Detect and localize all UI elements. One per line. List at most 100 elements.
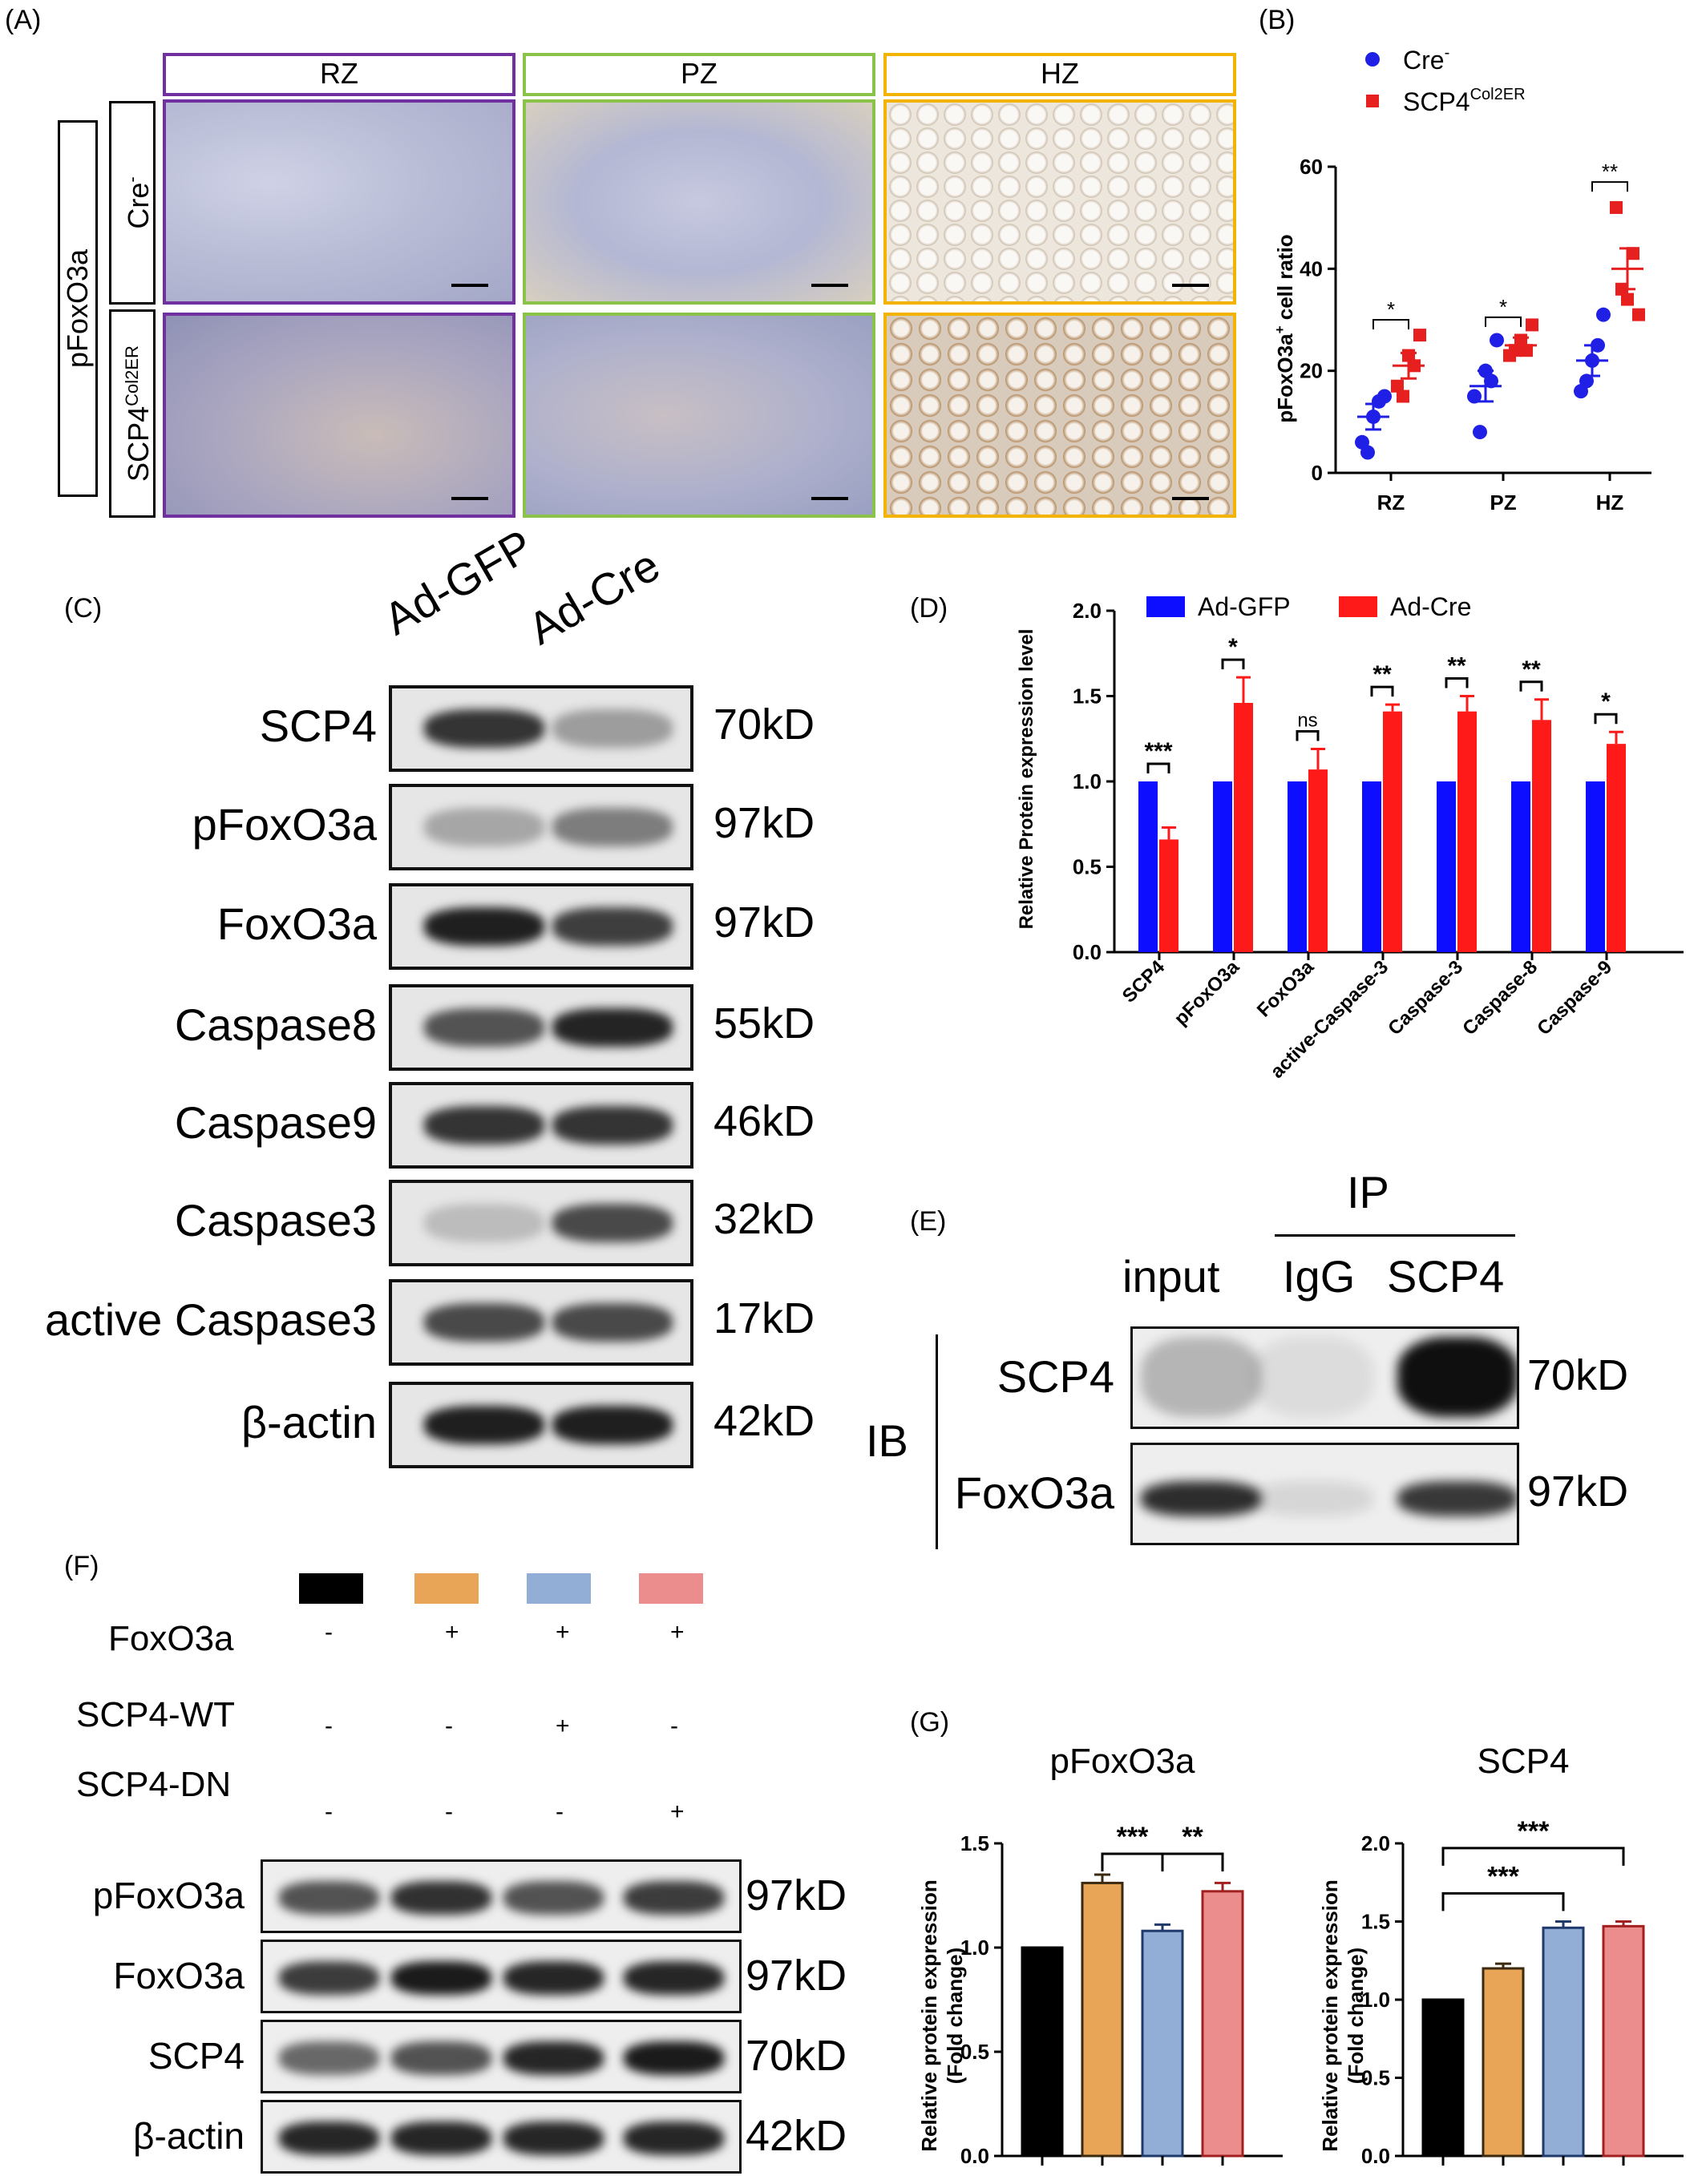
- row-scp4-box: [109, 309, 156, 518]
- blot-c-label: pFoxO3a: [192, 799, 377, 850]
- d-ytick-label: 2.0: [1073, 599, 1102, 623]
- chart-d: Ad-GFP Ad-Cre Relative Protein expressio…: [1016, 592, 1684, 1083]
- blot-c-kd: 55kD: [714, 999, 815, 1048]
- panel-b-label: (B): [1259, 5, 1296, 35]
- micrograph-hz-cre: [883, 99, 1236, 305]
- d-sig-label: ***: [1144, 738, 1172, 765]
- band: [503, 1961, 604, 1995]
- b-sig-bracket: [1372, 319, 1409, 329]
- g-ytick-label: 0.5: [1361, 2066, 1390, 2090]
- blot-f-foxo3a: [261, 1940, 742, 2013]
- d-bar-ad-cre: [1607, 744, 1626, 952]
- legend-ad-cre-marker: [1339, 596, 1377, 617]
- d-xtick-label: Caspase-3: [1384, 956, 1467, 1040]
- g-sig-label: ***: [1487, 1861, 1519, 1891]
- lane-color-swatch: [299, 1573, 363, 1604]
- d-bar-ad-cre: [1308, 769, 1328, 952]
- blot-c-pfoxo3a: [389, 784, 693, 870]
- d-sig-label: *: [1601, 688, 1611, 715]
- b-point-cre: [1360, 445, 1375, 460]
- blot-e-label: SCP4: [997, 1351, 1114, 1402]
- blot-c-label: Caspase8: [174, 999, 377, 1050]
- micrograph-pz-scp4: [523, 313, 875, 518]
- band: [391, 1961, 491, 1995]
- band: [424, 1008, 544, 1047]
- d-ytick-label: 1.0: [1073, 769, 1102, 793]
- band: [424, 709, 544, 748]
- band: [424, 1106, 544, 1144]
- row-scp4-text: SCP4: [122, 406, 155, 482]
- b-point-scp4: [1621, 293, 1634, 306]
- b-sig-label: **: [1602, 159, 1618, 184]
- g-sig-bracket: [1441, 1891, 1565, 1912]
- blot-f-actin: [261, 2100, 742, 2174]
- zone-header-rz: RZ: [163, 53, 515, 96]
- sign-cell: -: [670, 1713, 678, 1739]
- b-point-scp4: [1632, 308, 1645, 321]
- ip-label: IP: [1347, 1167, 1389, 1217]
- lane-color-swatch: [639, 1573, 703, 1604]
- micrograph-pz-cre: [523, 99, 875, 305]
- micrograph-rz-scp4: [163, 313, 515, 518]
- g-ytick-label: 1.5: [1361, 1910, 1390, 1934]
- band: [624, 1961, 724, 1995]
- lane-color-swatch: [414, 1573, 479, 1604]
- band: [424, 1303, 544, 1342]
- d-ytick-label: 1.5: [1073, 684, 1102, 708]
- b-point-scp4: [1391, 379, 1404, 393]
- b-ytick-label: 40: [1300, 256, 1323, 281]
- band: [1253, 1337, 1373, 1417]
- band: [552, 907, 673, 946]
- blot-c-kd: 97kD: [714, 799, 815, 847]
- blot-f-label: SCP4: [148, 2035, 245, 2077]
- d-xtick-label: Caspase-9: [1533, 956, 1616, 1040]
- b-xtick-label: RZ: [1377, 490, 1405, 515]
- g-bar: [1421, 1998, 1465, 2158]
- b-sig-bracket: [1485, 316, 1522, 327]
- d-ytick-label: 0.5: [1073, 855, 1102, 879]
- row-scp4-label: SCP4Col2ER: [112, 309, 155, 518]
- d-sig-label: ns: [1297, 710, 1317, 732]
- sign-cell: -: [325, 1798, 333, 1825]
- d-bar-ad-cre: [1159, 839, 1178, 952]
- d-bar-ad-gfp: [1511, 781, 1530, 952]
- blot-c-kd: 17kD: [714, 1294, 815, 1342]
- band: [552, 709, 673, 748]
- g-chart-title: pFoxO3a: [1050, 1742, 1196, 1781]
- blot-e-kd: 70kD: [1527, 1351, 1629, 1399]
- e-lane-input: input: [1122, 1251, 1220, 1302]
- panel-g-label: (G): [910, 1707, 950, 1738]
- b-point-cre: [1473, 425, 1487, 440]
- blot-c-label: β-actin: [241, 1397, 377, 1447]
- d-sig-bracket: [1594, 713, 1618, 725]
- micrograph-hz-scp4: [883, 313, 1236, 518]
- scale-bar: [451, 284, 488, 287]
- row-cre-text: Cre: [122, 182, 155, 229]
- ip-line: [1275, 1234, 1515, 1237]
- blot-f-scp4: [261, 2020, 742, 2093]
- b-ytick-label: 20: [1300, 359, 1323, 383]
- g-bar: [1081, 1881, 1124, 2158]
- blot-c-label: Caspase3: [174, 1195, 377, 1245]
- blot-f-label: pFoxO3a: [92, 1875, 245, 1916]
- d-xtick-label: Caspase-8: [1458, 956, 1542, 1040]
- blot-c-label: active Caspase3: [44, 1294, 377, 1345]
- band: [424, 1204, 544, 1242]
- sign-cell: +: [556, 1713, 570, 1739]
- g-ytick-label: 0.0: [960, 2144, 989, 2168]
- d-sig-bracket: [1296, 730, 1320, 741]
- blot-e-foxo3a: [1130, 1443, 1519, 1545]
- g-sig-label: **: [1182, 1822, 1203, 1852]
- blot-c-kd: 70kD: [714, 700, 815, 749]
- blot-e-scp4: [1130, 1326, 1519, 1429]
- micrograph-rz-cre: [163, 99, 515, 305]
- d-sig-bracket: [1370, 685, 1394, 697]
- zone-header-hz: HZ: [883, 53, 1236, 96]
- band: [624, 2121, 724, 2155]
- band: [624, 2041, 724, 2075]
- legend-ad-gfp-marker: [1146, 596, 1185, 617]
- g-bar: [1482, 1967, 1525, 2158]
- g-bar: [1201, 1890, 1244, 2158]
- blot-c-caspase8: [389, 984, 693, 1071]
- blot-c-kd: 46kD: [714, 1097, 815, 1145]
